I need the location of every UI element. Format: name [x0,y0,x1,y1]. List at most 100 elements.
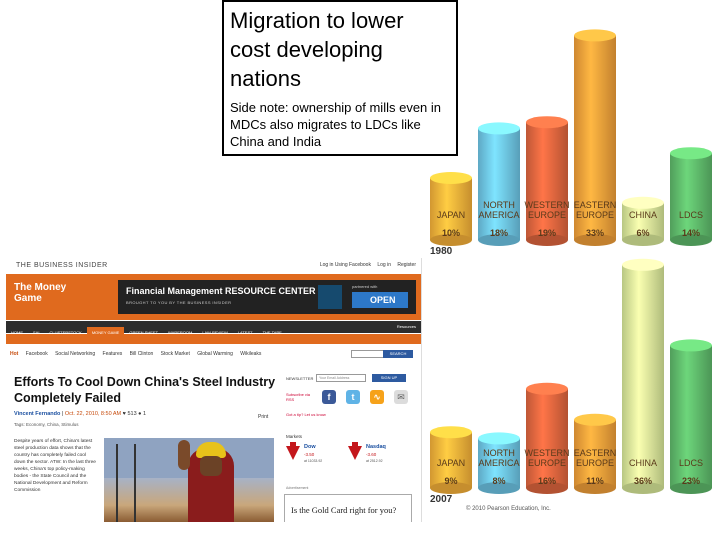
banner-title: Financial Management RESOURCE CENTER [126,286,316,296]
tag-features[interactable]: Features [102,351,123,357]
category-label: EASTERN [574,448,617,458]
twitter-icon[interactable]: t [346,390,360,404]
nav-home[interactable]: HOME [11,330,23,335]
nav-green-sheet[interactable]: GREEN SHEET [129,330,159,335]
banner-partner: partnered with [352,284,378,289]
register-link[interactable]: Register [397,262,416,268]
photo-helmet [196,442,226,458]
cylinder-body [622,202,664,240]
rss-icon[interactable]: ∿ [370,390,384,404]
search-button[interactable]: SEARCH [383,350,413,358]
dow-level: at 11033.92 [304,459,323,463]
cylinder-body [670,153,712,240]
signup-button[interactable]: SIGN UP [372,374,406,382]
site-name[interactable]: THE BUSINESS INSIDER [16,262,108,269]
slide-title: Migration to lower cost developing natio… [230,8,404,91]
category-label: LDCS [679,210,703,220]
tag-facebook[interactable]: Facebook [25,351,48,357]
tag-stock-market[interactable]: Stock Market [160,351,190,357]
cylinder-base [622,482,664,494]
hot-tags-bar: Hot Facebook Social Networking Features … [10,348,416,360]
open-logo: OPEN [352,292,408,308]
byline: Vincent Fernando | Oct. 22, 2010, 8:50 A… [14,411,147,417]
cylinder-2007-western-europe [526,382,568,494]
article-sidebar: NEWSLETTER Your Email Address SIGN UP Su… [284,372,416,522]
cylinder-base [526,234,568,246]
cylinder-1980-western-europe [526,116,568,246]
nav-latest[interactable]: LATEST [237,330,253,335]
subscribe-rss-link[interactable]: Subscribe via RSS [286,392,311,402]
cylinder-body [478,438,520,488]
cylinder-top [478,432,520,445]
ad-text: Is the Gold Card right for you? [291,505,397,515]
banner-logo [318,285,342,309]
tag-global-warming[interactable]: Global Warming [197,351,233,357]
nav-sai[interactable]: SAI [33,330,40,335]
cylinder-top [670,147,712,160]
subnav-the-tape[interactable]: THE TAPE [150,343,170,348]
year-label: 1980 [430,246,453,257]
category-label: NORTH [483,200,515,210]
login-facebook-link[interactable]: Log in Using Facebook [319,262,371,268]
tag-bill-clinton[interactable]: Bill Clinton [129,351,154,357]
facebook-icon[interactable]: f [322,390,336,404]
comment-count[interactable]: 1 [143,411,147,417]
cylinder-top [430,426,472,439]
article-tags: Tags: Economy, China, Stimulus [14,422,79,427]
cylinder-base [670,234,712,246]
value-label: 33% [586,228,604,238]
cylinder-top [670,339,712,352]
cylinder-2007-china [622,258,664,494]
tag-wikileaks[interactable]: Wikileaks [240,351,262,357]
value-label: 23% [682,476,700,486]
nav-law-review[interactable]: LAW REVIEW [202,330,228,335]
subnav-markets[interactable]: MARKETS [41,343,62,348]
category-label: JAPAN [437,458,465,468]
category-label: EUROPE [576,458,614,468]
category-label: WESTERN [525,448,570,458]
resource-center-banner[interactable]: Financial Management RESOURCE CENTER BRO… [118,280,416,314]
tips-link[interactable]: Got a tip? Let us know [286,412,326,417]
nav-resources[interactable]: Resources [396,324,416,329]
cylinder-top [526,382,568,395]
nav-the-tape[interactable]: THE TAPE [262,330,282,335]
subnav-investing[interactable]: INVESTING [71,343,93,348]
cylinder-base [478,482,520,494]
category-label: WESTERN [525,200,570,210]
tag-hot: Hot [10,351,19,357]
main-nav: HOME SAI CLUSTERSTOCK MONEY GAME GREEN SHEET… [6,321,421,339]
cylinder-base [670,482,712,494]
gold-card-ad[interactable]: Is the Gold Card right for you? [284,494,412,522]
subnav-best-commented[interactable]: BEST COMMENTED [102,343,141,348]
down-arrow-stem [290,442,296,448]
cylinder-top [574,29,616,42]
category-label: LDCS [679,458,703,468]
value-label: 19% [538,228,556,238]
cylinder-chart-svg: JAPAN10%NORTHAMERICA18%WESTERNEUROPE19%E… [430,29,712,512]
nasdaq-level: at 2512.92 [366,459,383,463]
tag-social-networking[interactable]: Social Networking [55,351,96,357]
down-arrow-icon [348,446,362,460]
like-count[interactable]: 513 [127,411,137,417]
author-link[interactable]: Vincent Fernando [14,411,61,417]
cylinder-1980-north-america [478,122,520,246]
value-label: 11% [586,476,604,486]
nav-wareroom[interactable]: WAREROOM [168,330,193,335]
down-arrow-icon [286,446,300,460]
category-label: EUROPE [528,458,566,468]
print-link[interactable]: Print [258,414,269,420]
mail-icon[interactable]: ✉ [394,390,408,404]
subnav-economy[interactable]: ECONOMY [11,343,32,348]
value-label: 8% [492,476,505,486]
category-label: EUROPE [576,210,614,220]
cylinder-2007-ldcs [670,339,712,494]
section-title[interactable]: The Money Game [14,282,67,304]
newsletter-email-input[interactable]: Your Email Address [316,374,366,382]
cylinder-top [622,196,664,209]
nasdaq-widget[interactable]: Nasdaq -3.60 at 2512.92 [348,442,398,470]
login-link[interactable]: Log in [377,262,391,268]
dow-widget[interactable]: Dow -3.50 at 11033.92 [286,442,336,470]
cylinder-base [430,482,472,494]
side-note: Side note: ownership of mills even in MD… [230,100,442,149]
nav-clusterstock[interactable]: CLUSTERSTOCK [49,330,82,335]
